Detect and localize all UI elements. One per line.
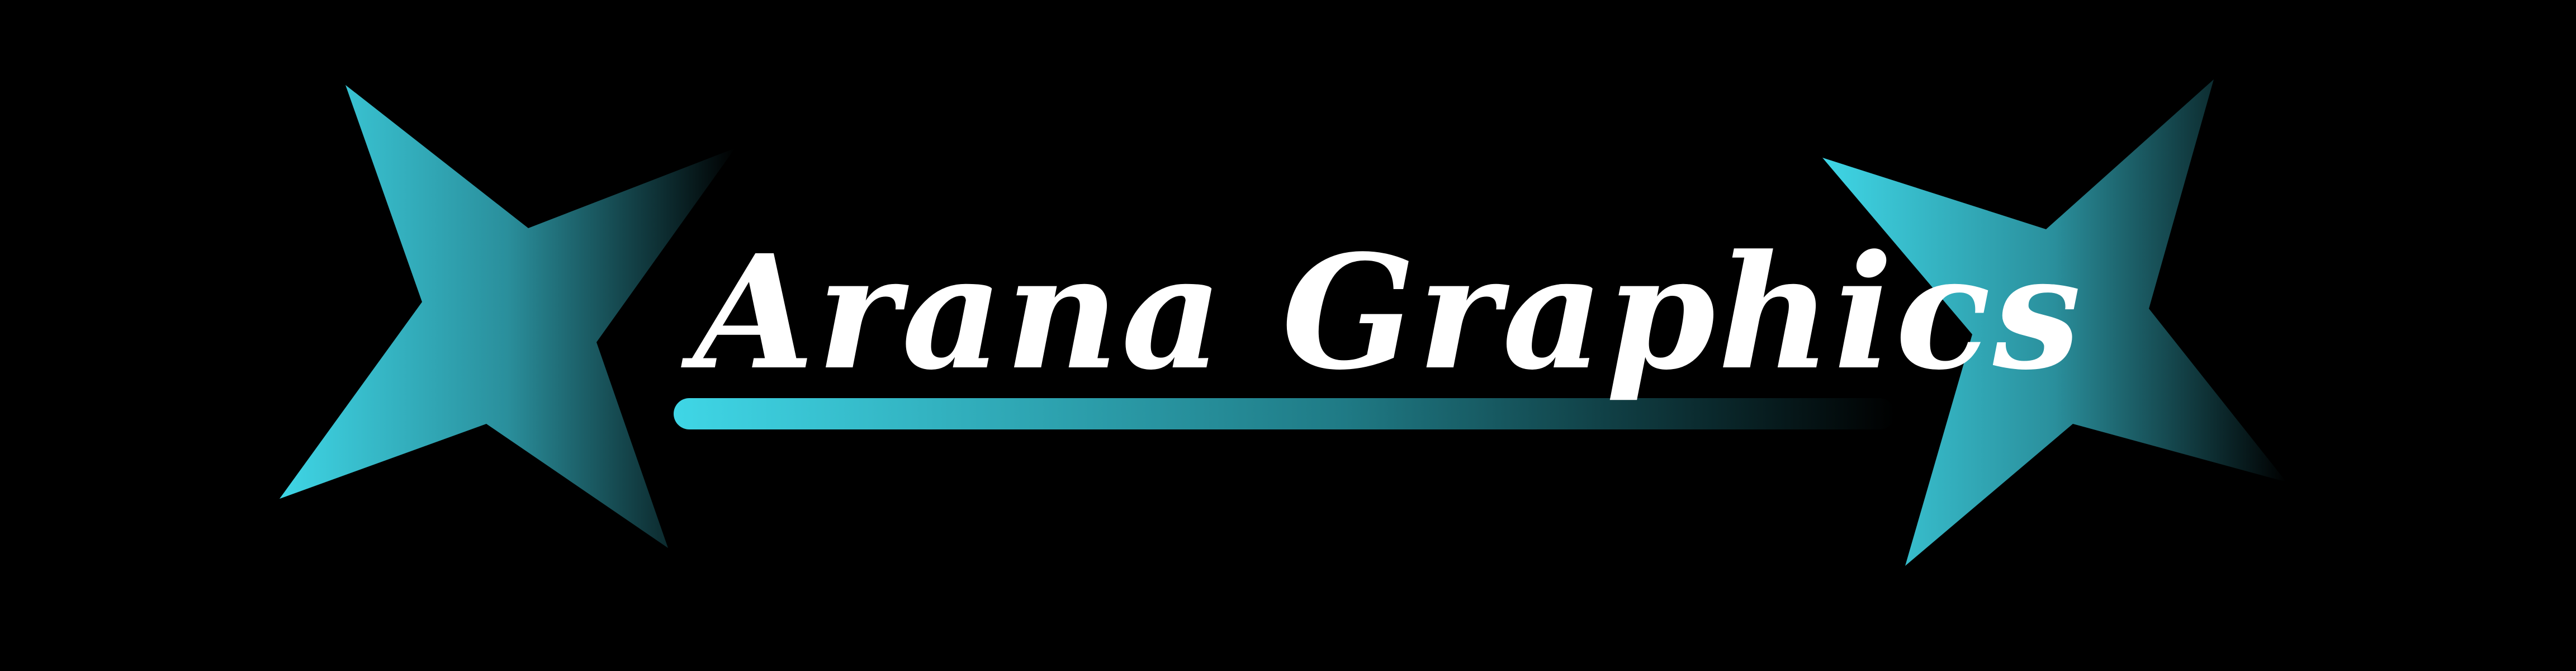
left-star-icon bbox=[280, 85, 735, 548]
title-underline bbox=[674, 398, 1895, 429]
right-star-icon bbox=[1822, 79, 2286, 566]
brand-title: Arana Graphics bbox=[693, 221, 2083, 405]
